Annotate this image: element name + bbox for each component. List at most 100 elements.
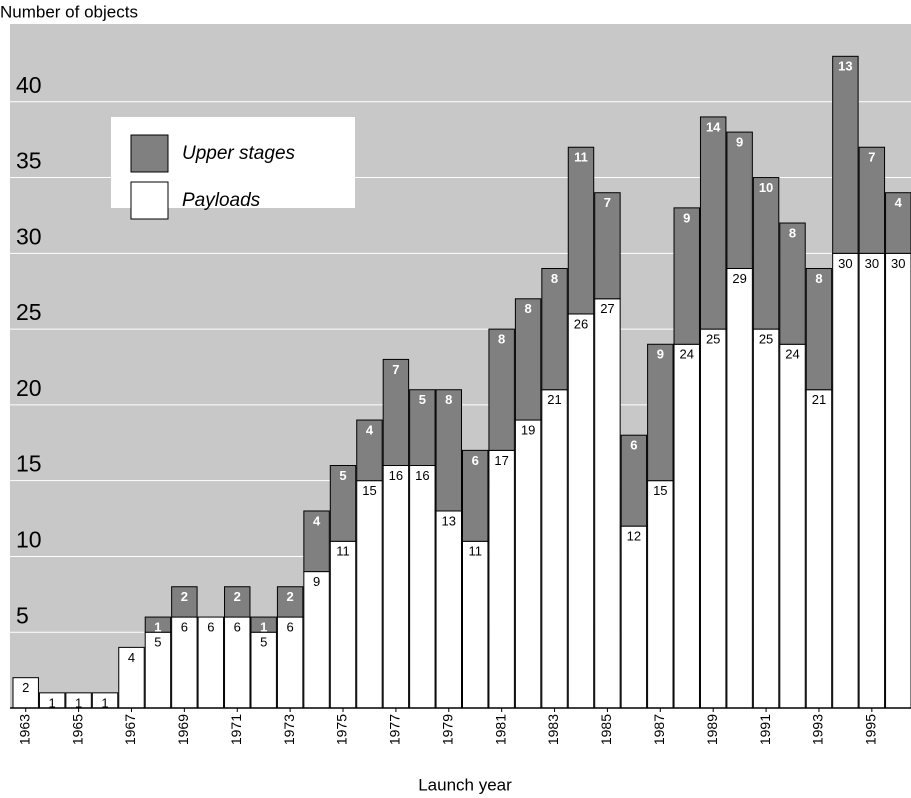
bar-segment: [356, 419, 383, 482]
value-label: 12: [627, 529, 641, 544]
value-label: 1: [49, 695, 56, 710]
value-label: 6: [630, 438, 637, 453]
value-label: 6: [181, 620, 188, 635]
bar-segment: [620, 434, 648, 527]
value-label: 21: [547, 392, 561, 407]
value-label: 30: [891, 256, 905, 271]
value-label: 9: [683, 210, 690, 225]
value-label: 21: [812, 392, 826, 407]
value-label: 9: [657, 347, 664, 362]
y-tick-label: 30: [16, 223, 42, 249]
value-label: 17: [494, 453, 508, 468]
bar-segment: [435, 389, 463, 512]
x-tick-label: 1965: [69, 714, 85, 745]
bar-segment: [224, 616, 251, 709]
value-label: 6: [207, 620, 214, 635]
value-label: 25: [706, 332, 720, 347]
value-label: 8: [524, 301, 531, 316]
value-label: 7: [604, 195, 611, 210]
bar-segment: [885, 252, 911, 709]
y-tick-label: 25: [16, 299, 42, 325]
bar-segment: [752, 328, 780, 709]
x-tick-label: 1977: [387, 714, 403, 745]
bar-segment: [647, 343, 674, 482]
value-label: 5: [419, 392, 426, 407]
legend-swatch: [130, 134, 169, 173]
y-tick-label: 10: [16, 527, 42, 553]
value-label: 2: [181, 589, 188, 604]
y-tick-label: 15: [16, 451, 42, 477]
value-label: 8: [789, 225, 796, 240]
value-label: 26: [574, 316, 588, 331]
value-label: 1: [260, 620, 267, 635]
value-label: 24: [680, 347, 694, 362]
bar-segment: [858, 252, 886, 709]
x-tick-label: 1971: [228, 714, 244, 745]
bar-segment: [858, 146, 886, 254]
bar-segment: [541, 389, 568, 709]
x-tick-label: 1985: [598, 714, 614, 745]
bar-segment: [752, 177, 780, 330]
value-label: 8: [445, 392, 452, 407]
y-tick-label: 35: [16, 148, 42, 174]
bar-segment: [171, 586, 198, 618]
value-label: 8: [551, 271, 558, 286]
value-label: 4: [366, 422, 374, 437]
bar-segment: [726, 131, 753, 269]
bar-segment: [620, 525, 648, 709]
value-label: 13: [838, 59, 852, 74]
value-label: 19: [521, 422, 535, 437]
bar-segment: [197, 616, 225, 709]
legend-swatch: [130, 181, 169, 220]
value-label: 4: [895, 195, 903, 210]
value-label: 14: [706, 119, 721, 134]
bar-segment: [250, 631, 277, 709]
y-tick-label: 20: [16, 375, 42, 401]
value-label: 8: [498, 332, 505, 347]
bar-segment: [699, 116, 727, 330]
bar-segment: [12, 677, 39, 709]
value-label: 10: [759, 180, 773, 195]
bar-segment: [409, 465, 436, 709]
bar-segment: [303, 571, 330, 709]
bar-segment: [779, 222, 806, 345]
bar-segment: [699, 328, 727, 709]
value-label: 11: [336, 544, 350, 559]
bar-segment: [673, 343, 700, 709]
value-label: 16: [415, 468, 429, 483]
value-label: 15: [362, 483, 376, 498]
bar-segment: [726, 267, 753, 709]
bar-segment: [779, 343, 806, 709]
value-label: 8: [815, 271, 822, 286]
bar-segment: [276, 586, 304, 618]
value-label: 1: [101, 695, 108, 710]
bar-segment: [673, 207, 700, 345]
value-label: 2: [22, 680, 29, 695]
bar-segment: [594, 298, 621, 709]
x-tick-label: 1983: [545, 714, 561, 745]
value-label: 11: [468, 544, 482, 559]
value-label: 6: [472, 453, 479, 468]
legend-label: Payloads: [182, 190, 261, 211]
bar-segment: [488, 449, 515, 709]
bar-segment: [382, 465, 410, 709]
value-label: 4: [313, 513, 321, 528]
bar-segment: [541, 267, 568, 391]
value-label: 27: [600, 301, 614, 316]
y-tick-label: 5: [16, 602, 29, 628]
value-label: 6: [287, 620, 294, 635]
x-tick-label: 1993: [810, 714, 826, 745]
value-label: 30: [865, 256, 879, 271]
value-label: 6: [234, 620, 241, 635]
x-tick-label: 1987: [651, 714, 667, 745]
value-label: 9: [313, 574, 320, 589]
bar-segment: [567, 313, 595, 709]
bar-segment: [462, 449, 489, 542]
value-label: 1: [75, 695, 82, 710]
x-axis-title: Launch year: [418, 775, 512, 794]
bar-segment: [329, 540, 357, 709]
x-tick-label: 1969: [175, 714, 191, 745]
bar-segment: [488, 328, 515, 451]
value-label: 11: [574, 150, 588, 165]
bar-segment: [832, 55, 859, 254]
